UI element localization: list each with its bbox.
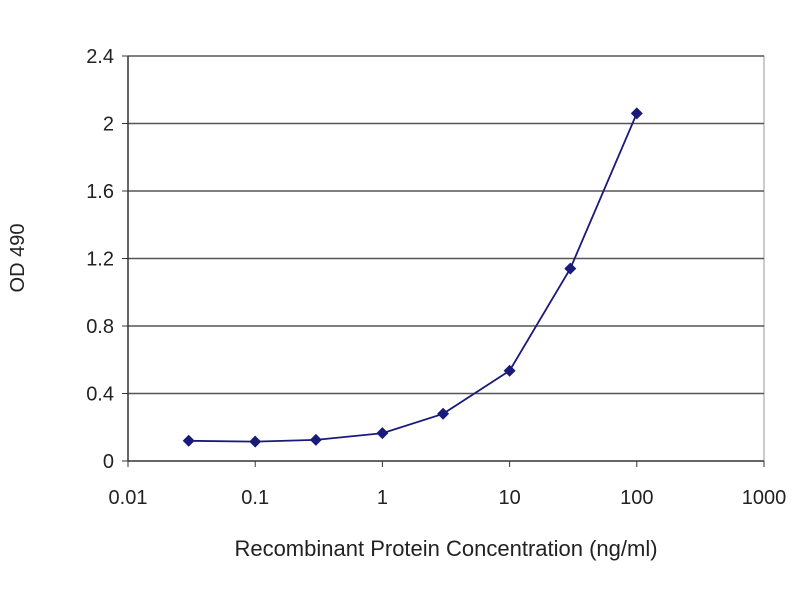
y-tick-label: 1.2 — [86, 249, 114, 271]
data-point — [503, 364, 516, 377]
y-tick-label: 0.4 — [86, 384, 114, 406]
x-axis-label: Recombinant Protein Concentration (ng/ml… — [234, 536, 657, 561]
series-line — [188, 113, 638, 443]
x-tick-label: 1000 — [742, 487, 787, 509]
data-series — [182, 107, 643, 448]
x-tick-label: 10 — [498, 487, 520, 509]
y-tick-label: 2.4 — [86, 46, 114, 68]
tick-labels: 0 0.4 0.8 1.2 1.6 2 2.4 0.01 0.1 1 10 100 1000 — [86, 46, 786, 509]
data-point — [437, 407, 450, 420]
data-point — [182, 434, 195, 447]
x-tick-label: 100 — [620, 487, 653, 509]
x-tick-label: 0.1 — [241, 487, 269, 509]
axes — [122, 55, 765, 467]
data-point — [376, 427, 389, 440]
x-tick-label: 0.01 — [109, 487, 148, 509]
data-point — [630, 107, 643, 120]
data-point — [564, 262, 577, 275]
data-point — [309, 433, 322, 446]
y-tick-label: 2 — [103, 114, 114, 136]
y-axis-label: OD 490 — [7, 224, 29, 293]
x-tick-label: 1 — [377, 487, 388, 509]
y-tick-label: 0 — [103, 451, 114, 473]
grid-lines — [128, 55, 764, 395]
y-tick-label: 1.6 — [86, 181, 114, 203]
y-tick-label: 0.8 — [86, 316, 114, 338]
data-point — [249, 435, 262, 448]
